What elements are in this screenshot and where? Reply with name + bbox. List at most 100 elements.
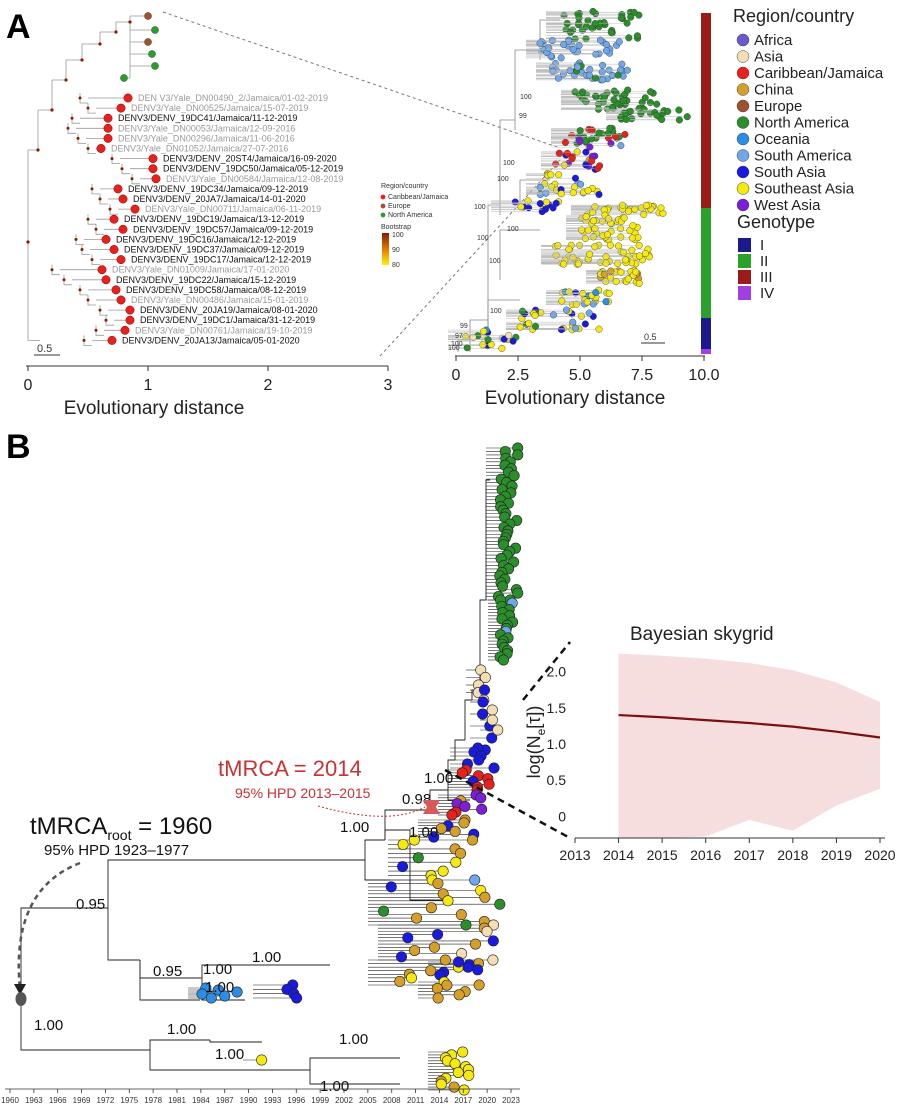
tip-circle — [607, 28, 615, 36]
tip-circle — [101, 234, 111, 244]
legend-swatch — [736, 66, 750, 80]
node-dot — [86, 298, 90, 302]
bootstrap-label: 99 — [460, 323, 468, 330]
tip-circle — [467, 834, 479, 846]
tip-circle — [589, 7, 597, 15]
tip-circle — [617, 225, 625, 233]
tip-circle — [408, 834, 420, 846]
scale-bar-right-label: 0.5 — [644, 332, 657, 342]
tip-circle — [483, 778, 495, 790]
node-label: 1.00 — [409, 824, 438, 841]
tip-circle — [484, 336, 492, 344]
tip-circle — [463, 1069, 475, 1081]
tip-circle — [113, 184, 123, 194]
tip-circle — [231, 986, 243, 998]
mini-legend-swatch-europe — [380, 203, 386, 209]
tip-circle — [555, 171, 563, 179]
skygrid-y-label: 0 — [558, 808, 566, 824]
tip-circle — [96, 144, 106, 153]
right-axis-tick: 0 — [452, 367, 461, 384]
mini-legend: Region/country Caribbean/Jamaica Europe … — [380, 183, 448, 269]
left-axis-tick: 1 — [144, 377, 153, 394]
tip-circle — [460, 919, 472, 931]
tip-circle — [564, 37, 572, 45]
legend-label: Europe — [754, 98, 802, 115]
tip-circle — [571, 174, 579, 182]
branch — [107, 859, 365, 908]
skygrid-y-label: 1.0 — [547, 736, 567, 752]
node-dot — [90, 258, 94, 262]
tip-circle — [549, 311, 557, 319]
region-legend: Region/country AfricaAsiaCaribbean/Jamai… — [733, 6, 884, 214]
right-axis-tick: 10.0 — [688, 367, 719, 384]
mini-legend-swatch-caribbean — [380, 194, 386, 200]
tip-circle — [623, 66, 631, 74]
tip-circle — [614, 242, 622, 250]
tip-circle — [566, 67, 574, 75]
tip-circle — [606, 124, 614, 132]
tip-circle — [548, 36, 556, 44]
tip-circle — [101, 275, 111, 285]
tip-circle — [554, 74, 562, 82]
tip-circle — [532, 322, 540, 330]
tmrca-pointer — [317, 805, 426, 817]
tip-circle — [500, 335, 508, 343]
tip-circle — [577, 180, 585, 188]
tip-circle — [120, 325, 130, 335]
node-dot — [86, 147, 90, 150]
tip-circle — [508, 470, 520, 482]
tip-circle — [439, 954, 451, 966]
year-label: 1978 — [144, 1096, 162, 1105]
skygrid-x-ticks: 2013 2014 2015 2016 2017 2018 2019 2020 — [559, 838, 896, 863]
tmrca-root-value: = 1960 — [131, 813, 212, 840]
tip-circle — [630, 8, 638, 16]
tip-label: DENV3/Yale_DN00711/Jamaica/06-11-2019 — [145, 204, 321, 214]
skygrid-x-label: 2013 — [559, 847, 590, 863]
tip-circle — [605, 215, 613, 223]
tip-circle — [130, 204, 140, 214]
tip-circle — [586, 250, 594, 258]
year-label: 2014 — [431, 1096, 449, 1105]
genotype-bar-iv — [701, 349, 711, 354]
branch — [309, 1057, 400, 1070]
tip-label: DENV3/DENV_20ST4/Jamaica/16-09-2020 — [163, 154, 337, 164]
tip-circle — [519, 307, 527, 315]
tip-circle — [120, 74, 128, 82]
year-label: 2011 — [407, 1096, 425, 1105]
year-label: 2020 — [478, 1096, 496, 1105]
tip-circle — [406, 972, 418, 984]
tip-circle — [582, 148, 590, 156]
year-label: 1963 — [25, 1096, 43, 1105]
branch — [499, 229, 540, 280]
tip-circle — [542, 189, 550, 197]
node-dot — [104, 318, 108, 322]
tip-circle — [479, 341, 487, 349]
tip-circle — [621, 130, 629, 138]
year-label: 2005 — [359, 1096, 377, 1105]
branch — [20, 1000, 150, 1051]
tip-circle — [623, 19, 631, 27]
inset-connector-top — [522, 641, 571, 701]
tip-circle — [488, 762, 500, 774]
tip-circle — [437, 865, 449, 877]
tip-label: DENV3/DENV_20JA19/Jamaica/08-01-2020 — [140, 305, 318, 315]
svg-text:tMRCAroot = 1960: tMRCAroot = 1960 — [30, 813, 212, 843]
tip-circle — [378, 905, 390, 917]
tip-label: DENV3/Yale_DN01052/Jamaica/27-07-2016 — [111, 144, 288, 154]
skygrid-inset: Bayesian skygrid 2013 2014 2015 2016 2017 201… — [444, 624, 896, 863]
tip-circle — [602, 47, 610, 55]
node-dot — [74, 237, 78, 241]
node-dot — [82, 338, 86, 342]
tip-circle — [626, 107, 634, 115]
tip-circle — [622, 256, 630, 264]
tip-circle — [552, 251, 560, 259]
tip-circle — [617, 268, 625, 276]
left-axis-tick: 3 — [384, 377, 393, 394]
tip-circle — [585, 309, 593, 317]
tip-circle — [584, 187, 592, 195]
bootstrap-label: 100 — [520, 94, 532, 101]
skygrid-median-line — [618, 713, 881, 739]
skygrid-y-label: 2.0 — [547, 664, 567, 680]
tip-circle — [531, 311, 539, 319]
tip-circle — [612, 277, 620, 285]
